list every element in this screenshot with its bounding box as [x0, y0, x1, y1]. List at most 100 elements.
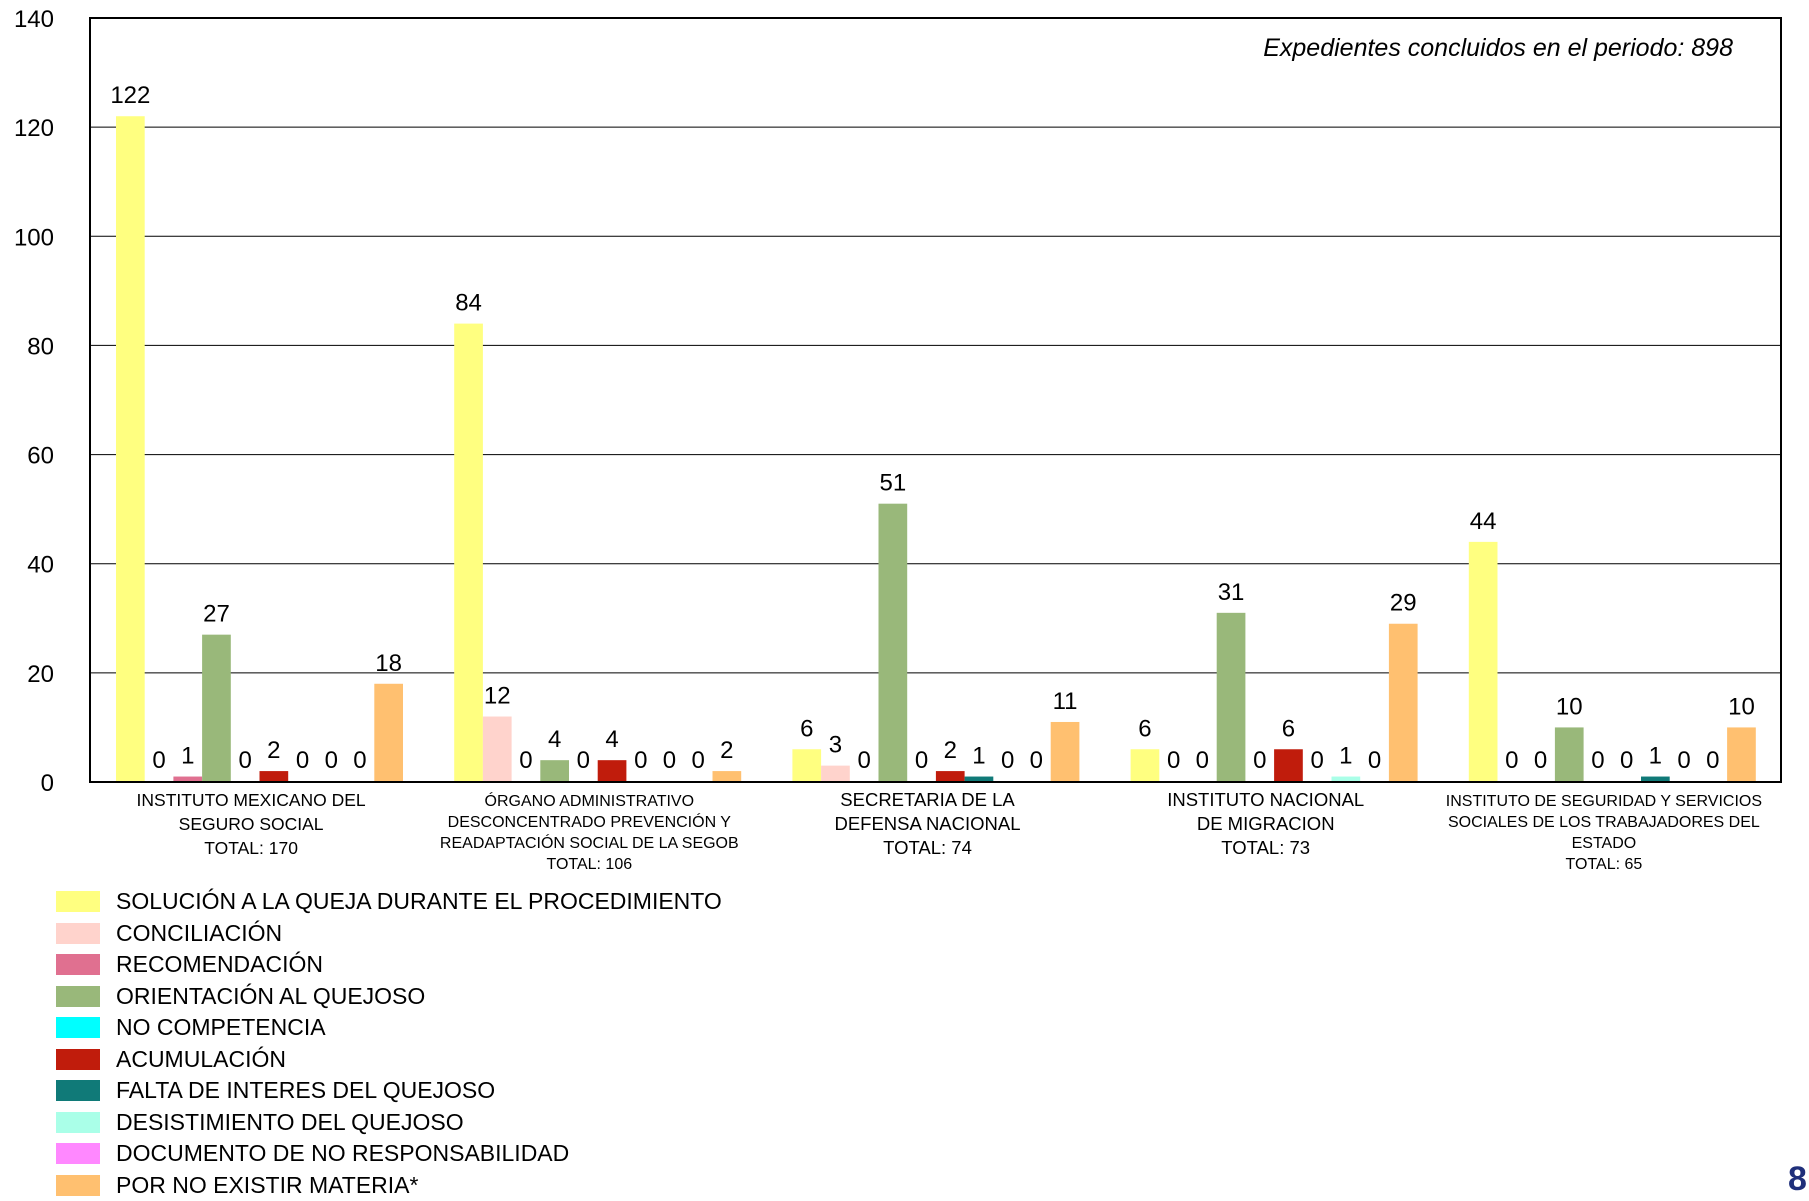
data-label: 2 [944, 737, 957, 764]
data-label: 0 [1196, 747, 1209, 774]
chart-annotation: Expedientes concluidos en el periodo: 89… [1263, 34, 1733, 62]
y-tick-label: 120 [14, 115, 54, 142]
bar [116, 116, 145, 782]
bar [202, 635, 231, 782]
bar [540, 760, 569, 782]
category-label: TOTAL: 65 [1566, 856, 1643, 873]
data-label: 31 [1218, 579, 1245, 606]
bar [598, 760, 627, 782]
legend-label: DOCUMENTO DE NO RESPONSABILIDAD [116, 1140, 569, 1167]
data-label: 2 [720, 737, 733, 764]
data-label: 0 [296, 747, 309, 774]
data-label: 1 [972, 743, 985, 770]
legend-item: ACUMULACIÓN [56, 1044, 722, 1076]
legend-swatch [56, 986, 100, 1007]
data-label: 12 [484, 683, 511, 710]
legend: SOLUCIÓN A LA QUEJA DURANTE EL PROCEDIMI… [56, 886, 722, 1201]
data-label: 18 [375, 650, 402, 677]
data-label: 122 [110, 82, 150, 109]
data-label: 6 [1282, 715, 1295, 742]
bar [1727, 727, 1756, 782]
y-tick-label: 0 [41, 770, 54, 797]
legend-label: POR NO EXISTIR MATERIA* [116, 1172, 418, 1199]
y-tick-label: 40 [27, 552, 54, 579]
legend-item: SOLUCIÓN A LA QUEJA DURANTE EL PROCEDIMI… [56, 886, 722, 918]
category-label: INSTITUTO NACIONAL [1167, 789, 1364, 810]
category-label: READAPTACIÓN SOCIAL DE LA SEGOB [440, 833, 739, 852]
legend-item: DESISTIMIENTO DEL QUEJOSO [56, 1107, 722, 1139]
legend-label: FALTA DE INTERES DEL QUEJOSO [116, 1077, 495, 1104]
legend-label: ORIENTACIÓN AL QUEJOSO [116, 983, 425, 1010]
data-label: 0 [1030, 747, 1043, 774]
legend-label: SOLUCIÓN A LA QUEJA DURANTE EL PROCEDIMI… [116, 888, 722, 915]
data-label: 0 [1001, 747, 1014, 774]
data-label: 0 [1253, 747, 1266, 774]
data-label: 0 [691, 747, 704, 774]
data-label: 0 [1677, 747, 1690, 774]
bar [1555, 727, 1584, 782]
category-label: TOTAL: 74 [883, 837, 972, 858]
category-label: SECRETARIA DE LA [840, 789, 1015, 810]
legend-item: ORIENTACIÓN AL QUEJOSO [56, 981, 722, 1013]
legend-swatch [56, 954, 100, 975]
category-label: TOTAL: 73 [1221, 837, 1310, 858]
category-label: DESCONCENTRADO PREVENCIÓN Y [448, 812, 732, 831]
bar [1274, 749, 1303, 782]
data-label: 0 [1368, 747, 1381, 774]
data-label: 0 [1310, 747, 1323, 774]
bar [1389, 624, 1418, 782]
data-label: 2 [267, 737, 280, 764]
data-label: 0 [1505, 747, 1518, 774]
bar [1217, 613, 1246, 782]
data-label: 0 [1706, 747, 1719, 774]
data-label: 0 [915, 747, 928, 774]
data-label: 0 [325, 747, 338, 774]
legend-swatch [56, 1143, 100, 1164]
data-label: 0 [1167, 747, 1180, 774]
page-number: 8 [1788, 1160, 1807, 1199]
data-label: 10 [1728, 693, 1755, 720]
bar [374, 684, 403, 782]
data-label: 0 [1591, 747, 1604, 774]
bar [1469, 542, 1498, 782]
y-tick-label: 80 [27, 333, 54, 360]
data-label: 0 [634, 747, 647, 774]
legend-item: NO COMPETENCIA [56, 1012, 722, 1044]
legend-label: ACUMULACIÓN [116, 1046, 286, 1073]
bars [116, 116, 1756, 782]
category-label: DEFENSA NACIONAL [834, 813, 1020, 834]
legend-item: POR NO EXISTIR MATERIA* [56, 1170, 722, 1201]
data-label: 0 [663, 747, 676, 774]
bar [879, 504, 908, 782]
legend-swatch [56, 1017, 100, 1038]
legend-item: DOCUMENTO DE NO RESPONSABILIDAD [56, 1138, 722, 1170]
category-label: INSTITUTO MEXICANO DEL [137, 790, 366, 810]
data-label: 0 [1620, 747, 1633, 774]
legend-label: NO COMPETENCIA [116, 1014, 326, 1041]
data-label: 84 [455, 290, 482, 317]
category-label: ÓRGANO ADMINISTRATIVO [485, 791, 695, 810]
bar [1051, 722, 1080, 782]
bar [792, 749, 821, 782]
legend-item: CONCILIACIÓN [56, 918, 722, 950]
category-label: TOTAL: 170 [204, 838, 298, 858]
legend-swatch [56, 891, 100, 912]
data-label: 6 [1138, 715, 1151, 742]
legend-label: RECOMENDACIÓN [116, 951, 323, 978]
legend-swatch [56, 1112, 100, 1133]
data-label: 4 [548, 726, 561, 753]
data-label: 0 [238, 747, 251, 774]
bar [821, 766, 850, 782]
legend-label: DESISTIMIENTO DEL QUEJOSO [116, 1109, 464, 1136]
category-label: TOTAL: 106 [546, 856, 632, 873]
data-label: 1 [1649, 743, 1662, 770]
data-label: 0 [577, 747, 590, 774]
legend-swatch [56, 923, 100, 944]
data-label: 0 [1534, 747, 1547, 774]
y-tick-label: 140 [14, 6, 54, 33]
y-tick-label: 60 [27, 443, 54, 470]
data-label: 10 [1556, 693, 1583, 720]
